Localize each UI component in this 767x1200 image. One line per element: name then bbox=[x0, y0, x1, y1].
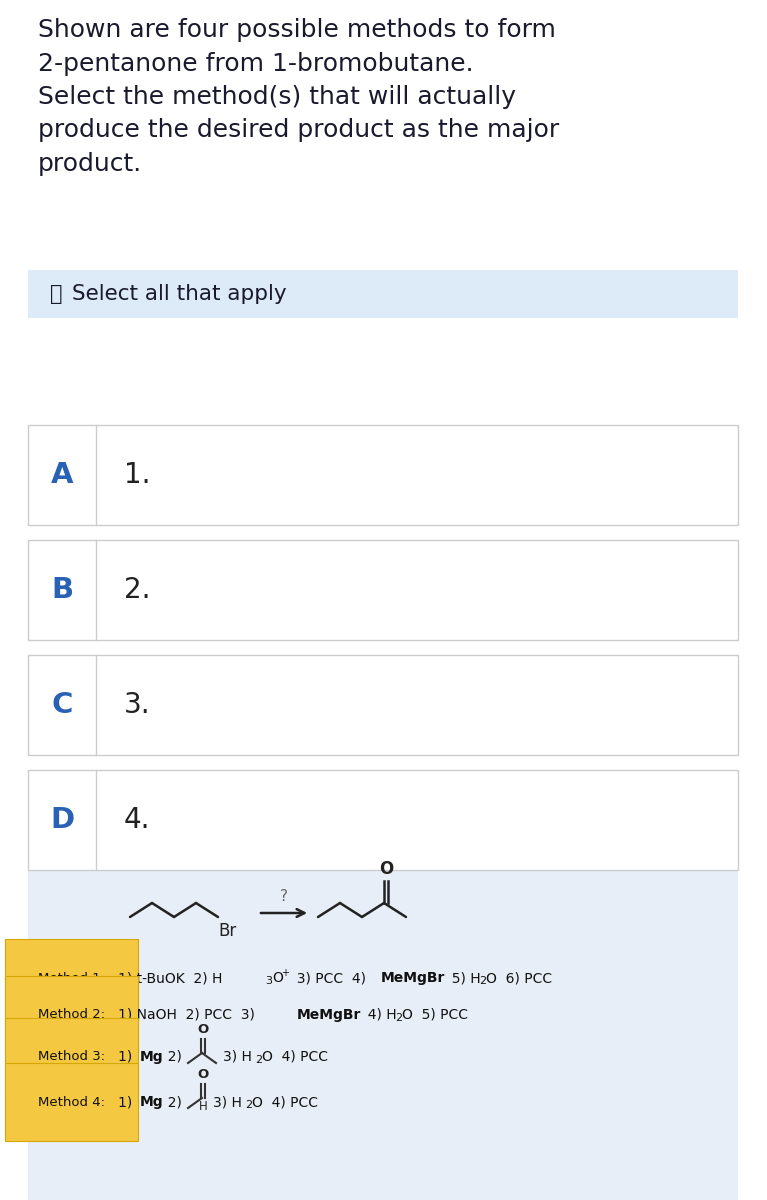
Text: 1.: 1. bbox=[124, 461, 150, 490]
FancyBboxPatch shape bbox=[28, 655, 738, 755]
Text: 3: 3 bbox=[265, 976, 272, 986]
Text: 3) PCC  4): 3) PCC 4) bbox=[288, 971, 370, 985]
Text: MeMgBr: MeMgBr bbox=[381, 971, 446, 985]
Text: 5) H: 5) H bbox=[443, 971, 481, 985]
Text: Mg: Mg bbox=[140, 1094, 163, 1109]
Text: O  5) PCC: O 5) PCC bbox=[402, 1008, 468, 1022]
Text: 2: 2 bbox=[479, 976, 486, 986]
Text: +: + bbox=[281, 968, 289, 978]
Text: 4) H: 4) H bbox=[359, 1008, 397, 1022]
Text: 3) H: 3) H bbox=[213, 1094, 242, 1109]
Text: Method 4:: Method 4: bbox=[38, 1096, 105, 1109]
Text: ⓘ: ⓘ bbox=[50, 284, 62, 304]
Text: Br: Br bbox=[218, 922, 236, 940]
FancyBboxPatch shape bbox=[28, 540, 738, 640]
Text: 2): 2) bbox=[159, 1050, 186, 1064]
Text: 1): 1) bbox=[118, 1094, 137, 1109]
FancyBboxPatch shape bbox=[28, 870, 738, 1200]
Text: 2: 2 bbox=[245, 1100, 252, 1110]
Text: O  6) PCC: O 6) PCC bbox=[486, 971, 552, 985]
Text: B: B bbox=[51, 576, 73, 604]
Text: 2: 2 bbox=[255, 1055, 262, 1066]
Text: Mg: Mg bbox=[140, 1050, 163, 1064]
Text: 3) H: 3) H bbox=[223, 1050, 252, 1064]
Text: 2.: 2. bbox=[124, 576, 150, 604]
Text: O: O bbox=[379, 860, 393, 878]
Text: 1) t-BuOK  2) H: 1) t-BuOK 2) H bbox=[118, 971, 222, 985]
Text: 2): 2) bbox=[159, 1094, 186, 1109]
Text: 1): 1) bbox=[118, 1050, 137, 1064]
Text: Method 2:: Method 2: bbox=[38, 1008, 105, 1021]
Text: Shown are four possible methods to form
2-pentanone from 1-bromobutane.
Select t: Shown are four possible methods to form … bbox=[38, 18, 559, 176]
Text: 2: 2 bbox=[395, 1013, 402, 1022]
Text: O: O bbox=[272, 971, 283, 985]
Text: Method 3:: Method 3: bbox=[38, 1050, 105, 1063]
FancyBboxPatch shape bbox=[28, 425, 738, 526]
Text: 1) NaOH  2) PCC  3): 1) NaOH 2) PCC 3) bbox=[118, 1008, 259, 1022]
FancyBboxPatch shape bbox=[28, 770, 738, 870]
Text: D: D bbox=[50, 806, 74, 834]
Text: Select all that apply: Select all that apply bbox=[72, 284, 287, 304]
Text: 3.: 3. bbox=[124, 691, 150, 719]
FancyBboxPatch shape bbox=[28, 270, 738, 318]
Text: ?: ? bbox=[280, 889, 288, 904]
Text: 4.: 4. bbox=[124, 806, 150, 834]
Text: MeMgBr: MeMgBr bbox=[297, 1008, 361, 1022]
Text: O  4) PCC: O 4) PCC bbox=[262, 1050, 328, 1064]
Text: O  4) PCC: O 4) PCC bbox=[252, 1094, 318, 1109]
Text: Method 1:: Method 1: bbox=[38, 972, 105, 984]
Text: O: O bbox=[197, 1022, 209, 1036]
Text: O: O bbox=[197, 1068, 209, 1081]
Text: C: C bbox=[51, 691, 73, 719]
Text: A: A bbox=[51, 461, 74, 490]
Text: H: H bbox=[199, 1100, 207, 1114]
